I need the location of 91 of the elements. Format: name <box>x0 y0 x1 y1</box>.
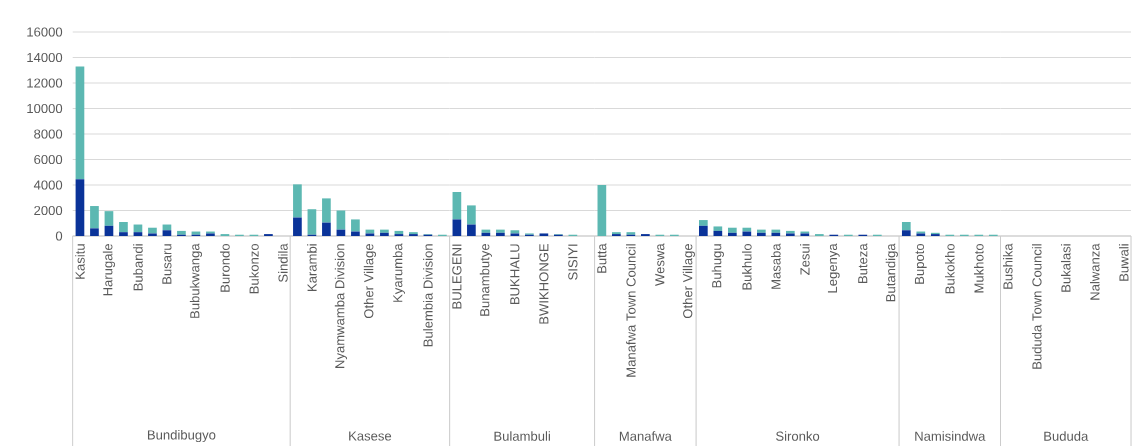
bar <box>293 217 302 236</box>
x-tick-label: Bunambutye <box>479 243 492 316</box>
bar <box>75 66 85 180</box>
x-tick-label: Mukhoto <box>973 243 984 293</box>
y-tick-label: 4000 <box>33 180 63 190</box>
y-tick-label: 12000 <box>27 78 63 88</box>
x-tick-label: Bukokho <box>945 243 955 294</box>
y-tick-label: 0 <box>55 231 63 241</box>
y-tick-label: 16000 <box>27 27 63 37</box>
x-tick-label: Bubukwanga <box>189 243 203 318</box>
bar <box>698 225 708 236</box>
x-tick-label: Weswa <box>655 243 665 286</box>
bar <box>133 232 143 236</box>
x-tick-label: Bulembia Division <box>423 244 433 347</box>
x-tick-label: Bukalasi <box>1060 244 1071 292</box>
bar <box>742 231 752 236</box>
x-tick-label: Butta <box>597 243 607 273</box>
x-tick-label: Zesui <box>800 244 810 275</box>
bar <box>119 232 128 236</box>
x-tick-label: BUKHALU <box>510 244 520 305</box>
bar <box>727 227 737 233</box>
x-tick-label: BULEGENI <box>452 244 462 309</box>
x-tick-label: Buhugu <box>711 244 724 288</box>
y-tick-label: 2000 <box>34 205 63 216</box>
bar <box>177 230 186 235</box>
bar <box>539 233 549 236</box>
x-tick-label: Sindila <box>278 243 288 283</box>
bar <box>901 221 911 231</box>
bar <box>452 192 462 220</box>
x-tick-label: Buteza <box>858 243 868 283</box>
x-tick-label: Bushika <box>1002 243 1013 289</box>
x-axis-title: Bududa <box>1044 431 1089 441</box>
y-tick-label: 6000 <box>34 154 63 165</box>
x-tick-label: BWIKHONGE <box>539 243 549 324</box>
x-tick-label: Kasitu <box>75 244 85 279</box>
bar <box>307 209 317 235</box>
bar <box>727 232 737 236</box>
bar <box>75 179 85 236</box>
bar <box>119 221 128 233</box>
bar <box>365 233 375 236</box>
x-tick-label: SISIYI <box>568 244 578 280</box>
bar <box>336 210 346 230</box>
x-tick-label: Karambi <box>307 244 317 291</box>
bar <box>467 205 476 225</box>
bar <box>162 230 172 236</box>
bar <box>742 227 752 232</box>
bar <box>351 231 360 236</box>
y-tick-label: 8000 <box>34 129 63 139</box>
bar <box>901 230 911 236</box>
x-tick-label: Bubandi <box>133 244 143 291</box>
y-tick-label: 14000 <box>27 52 63 63</box>
bar <box>351 219 360 232</box>
x-tick-label: Busaru <box>162 244 172 284</box>
x-tick-label: Kyarumba <box>392 243 405 302</box>
bar <box>713 230 723 236</box>
x-axis-title: Manafwa <box>619 431 672 441</box>
bar <box>713 226 723 231</box>
bar <box>148 227 157 234</box>
x-tick-label: Nalwanza <box>1089 243 1100 300</box>
x-axis-title: Kasese <box>349 431 392 441</box>
x-axis-title: Bulambuli <box>494 431 550 441</box>
x-tick-label: Bupoto <box>914 243 927 284</box>
bar <box>293 184 302 218</box>
x-tick-label: Legenya <box>827 243 840 293</box>
bar <box>322 222 331 236</box>
bar <box>698 220 708 226</box>
bar <box>104 211 114 226</box>
bar <box>90 206 99 229</box>
x-tick-label: Bududa Town Council <box>1031 244 1042 369</box>
x-tick-label: Other Village <box>363 243 376 319</box>
x-tick-label: Butandiga <box>885 243 898 302</box>
x-tick-label: Harugale <box>102 243 116 296</box>
x-tick-label: Other Village <box>682 243 695 319</box>
bar <box>452 219 462 236</box>
x-tick-label: Burondo <box>220 243 230 292</box>
x-tick-label: Buwali <box>1118 244 1129 281</box>
x-tick-label: Nyamwamba Division <box>334 244 347 368</box>
bar <box>90 228 99 236</box>
x-tick-label: Manafwa Town Council <box>626 244 636 377</box>
bar <box>148 233 157 236</box>
bar <box>597 185 607 236</box>
x-tick-label: Bukhulo <box>742 243 752 290</box>
x-tick-label: Bukonzo <box>249 243 259 294</box>
bar <box>467 224 476 236</box>
x-tick-label: Masaba <box>771 243 781 289</box>
bar <box>322 198 331 223</box>
x-axis-title: Sironko <box>776 431 820 441</box>
bar <box>104 225 114 236</box>
y-tick-label: 10000 <box>27 103 63 114</box>
x-axis-title: Bundibugyo <box>147 429 216 443</box>
x-axis-title: Namisindwa <box>915 431 986 441</box>
